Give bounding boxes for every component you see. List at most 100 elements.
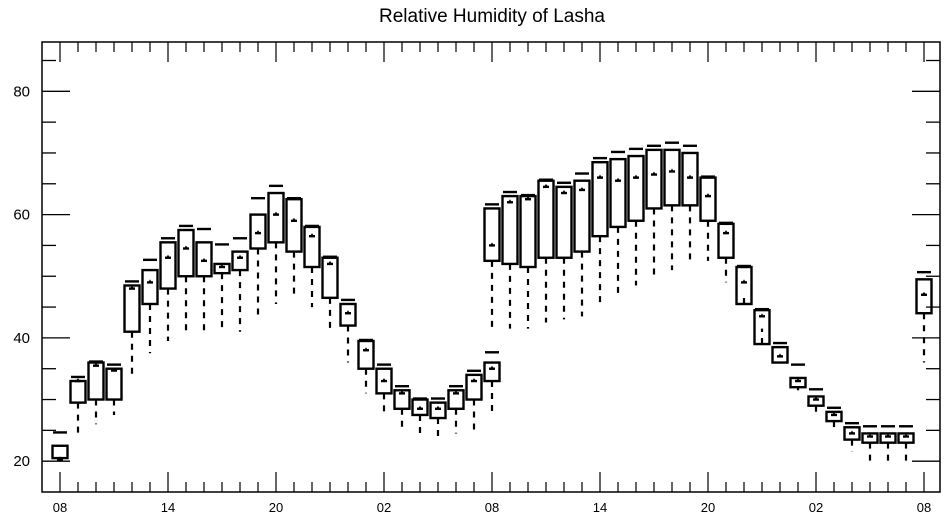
x-tick-label: 02 <box>377 500 391 515</box>
series_a-box <box>267 184 285 304</box>
iqr-box <box>501 194 519 266</box>
iqr-box <box>339 302 357 327</box>
median-marker <box>849 430 855 435</box>
series_a-box <box>213 243 231 332</box>
iqr-box <box>843 426 861 441</box>
median-marker <box>489 242 495 247</box>
iqr-box <box>645 148 663 210</box>
series_b-box <box>879 425 897 465</box>
median-marker <box>471 378 477 383</box>
series_b-box <box>645 144 663 277</box>
median-marker <box>291 217 297 222</box>
y-tick-label: 80 <box>13 83 30 100</box>
iqr-box <box>735 265 753 306</box>
iqr-box <box>213 262 231 275</box>
iqr-box <box>285 197 303 253</box>
series_a-box <box>483 351 501 415</box>
iqr-box <box>393 389 411 410</box>
median-marker <box>651 171 657 176</box>
iqr-box <box>411 398 429 417</box>
median-marker <box>813 396 819 401</box>
median-marker <box>345 310 351 315</box>
series_b-box <box>555 181 573 320</box>
iqr-box <box>699 176 717 222</box>
median-marker <box>687 174 693 179</box>
series_a-box <box>51 431 69 462</box>
iqr-box <box>537 179 555 259</box>
iqr-box <box>105 367 123 401</box>
iqr-box <box>321 256 339 300</box>
iqr-box <box>663 148 681 207</box>
iqr-box <box>573 179 591 253</box>
series_a-box <box>249 196 267 317</box>
iqr-box <box>159 241 177 290</box>
x-tick-label: 08 <box>53 500 67 515</box>
box-series <box>51 141 933 465</box>
series_a-box <box>87 360 105 425</box>
y-tick-label: 40 <box>13 330 30 347</box>
iqr-box <box>267 191 285 244</box>
median-marker <box>201 257 207 262</box>
iqr-box <box>429 401 447 420</box>
iqr-box <box>123 284 141 333</box>
iqr-box <box>681 151 699 207</box>
median-marker <box>633 174 639 179</box>
median-marker <box>795 378 801 383</box>
median-marker <box>363 347 369 352</box>
series_a-box <box>429 397 447 437</box>
iqr-box <box>483 207 501 263</box>
x-tick-label: 14 <box>593 500 607 515</box>
median-marker <box>831 411 837 416</box>
series_b-box <box>573 172 591 317</box>
iqr-box <box>195 241 213 278</box>
median-marker <box>525 196 531 201</box>
median-marker <box>453 390 459 395</box>
series_b-box <box>699 175 717 261</box>
median-marker <box>615 177 621 182</box>
iqr-box <box>249 213 267 250</box>
iqr-box <box>807 395 825 407</box>
iqr-box <box>141 268 159 306</box>
series_a-box <box>411 397 429 434</box>
series_b-box <box>807 388 825 412</box>
series_a-box <box>195 227 213 332</box>
median-marker <box>597 174 603 179</box>
iqr-box <box>69 379 87 404</box>
median-marker <box>381 378 387 383</box>
iqr-box <box>555 185 573 259</box>
median-marker <box>255 230 261 235</box>
series_a-box <box>447 385 465 434</box>
series_b-box <box>627 147 645 286</box>
series_b-box <box>501 190 519 329</box>
y-tick-label: 60 <box>13 207 30 224</box>
median-marker <box>399 390 405 395</box>
iqr-box <box>51 444 69 460</box>
iqr-box <box>717 222 735 259</box>
median-marker <box>759 313 765 318</box>
series_b-box <box>861 425 879 465</box>
series_a-box <box>393 385 411 428</box>
series_b-box <box>519 193 537 329</box>
iqr-box <box>375 367 393 395</box>
median-marker <box>669 168 675 173</box>
series_c-box <box>915 270 933 363</box>
median-marker <box>489 365 495 370</box>
iqr-box <box>753 308 771 346</box>
x-tick-label: 20 <box>701 500 715 515</box>
median-marker <box>723 230 729 235</box>
series_a-box <box>357 338 375 394</box>
median-marker <box>903 433 909 438</box>
median-marker <box>417 405 423 410</box>
iqr-box <box>771 345 789 364</box>
median-marker <box>867 433 873 438</box>
series_b-box <box>609 150 627 295</box>
median-marker <box>57 456 63 461</box>
median-marker <box>219 264 225 268</box>
x-tick-label: 02 <box>809 500 823 515</box>
median-marker <box>147 279 153 284</box>
y-tick-label: 20 <box>13 453 30 470</box>
x-axis: 08 14 20 02 08 14 20 02 08 <box>53 42 931 515</box>
series_a-box <box>123 280 141 378</box>
iqr-box <box>483 361 501 383</box>
